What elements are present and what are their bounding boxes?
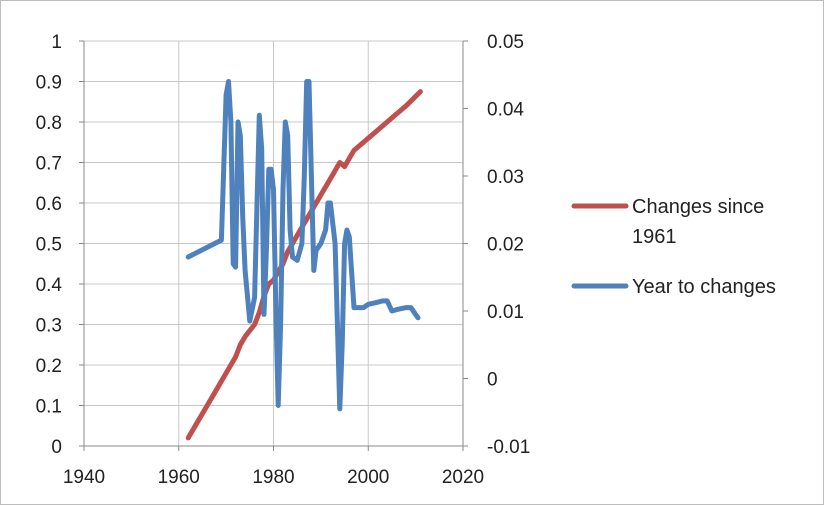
legend-label-line: Year to changes xyxy=(632,276,776,298)
y-right-tick-label: 0.04 xyxy=(487,100,524,121)
series-line-2 xyxy=(185,79,421,412)
y-right-tick-label: 0.02 xyxy=(487,235,524,256)
y-right-tick-label: 0.03 xyxy=(487,167,524,188)
x-tick-label: 1940 xyxy=(63,467,105,488)
legend-label: Year to changes xyxy=(632,276,776,298)
legend-item: Changes since 1961 xyxy=(571,196,764,248)
y-left-tick-label: 0.3 xyxy=(36,316,62,337)
axes: 0 0.1 0.2 0.3 0.4 0.5 0.6 0.7 0.8 0.9 1 -0.01 0 0.01 0… xyxy=(36,32,531,488)
y-right-tick-label: -0.01 xyxy=(487,437,530,458)
y-left-tick-label: 0.8 xyxy=(36,113,62,134)
x-tick-label: 1960 xyxy=(158,467,200,488)
y-left-tick-label: 0 xyxy=(51,437,62,458)
x-tick-label: 1980 xyxy=(252,467,294,488)
legend-item: Year to changes xyxy=(571,276,776,298)
y-right-tick-label: 0 xyxy=(487,370,498,391)
legend-label-line: Changes since xyxy=(632,196,764,218)
series-line-1 xyxy=(185,89,423,441)
y-left-tick-label: 0.6 xyxy=(36,194,62,215)
y-left-tick-label: 0.5 xyxy=(36,235,62,256)
y-left-tick-label: 0.9 xyxy=(36,73,62,94)
legend-label-line: 1961 xyxy=(632,226,677,248)
y-left-tick-label: 0.4 xyxy=(36,275,63,296)
legend: Changes since 1961 Year to changes xyxy=(571,196,776,298)
y-left-tick-label: 0.2 xyxy=(36,356,62,377)
legend-label: Changes since 1961 xyxy=(632,196,764,248)
y-right-tick-label: 0.05 xyxy=(487,32,524,53)
y-left-tick-label: 0.7 xyxy=(36,154,62,175)
series-lines xyxy=(185,79,423,441)
x-tick-label: 2020 xyxy=(442,467,484,488)
y-left-tick-label: 1 xyxy=(51,32,62,53)
y-left-tick-label: 0.1 xyxy=(36,397,62,418)
y-right-tick-label: 0.01 xyxy=(487,302,524,323)
x-tick-label: 2000 xyxy=(347,467,389,488)
